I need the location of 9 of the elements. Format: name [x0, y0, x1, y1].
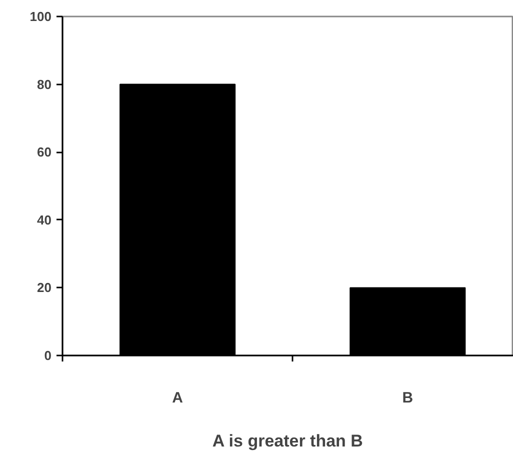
x-tick-label: A [172, 390, 184, 406]
y-tick-label: 80 [37, 76, 52, 92]
y-tick-label: 40 [37, 212, 52, 228]
y-tick-label: 60 [37, 144, 52, 160]
y-tick-label: 100 [30, 9, 52, 24]
y-tick-label: 0 [44, 348, 52, 363]
x-tick-label: B [402, 390, 414, 406]
x-axis-title: A is greater than B [212, 432, 363, 450]
y-tick-label: 20 [37, 280, 52, 296]
